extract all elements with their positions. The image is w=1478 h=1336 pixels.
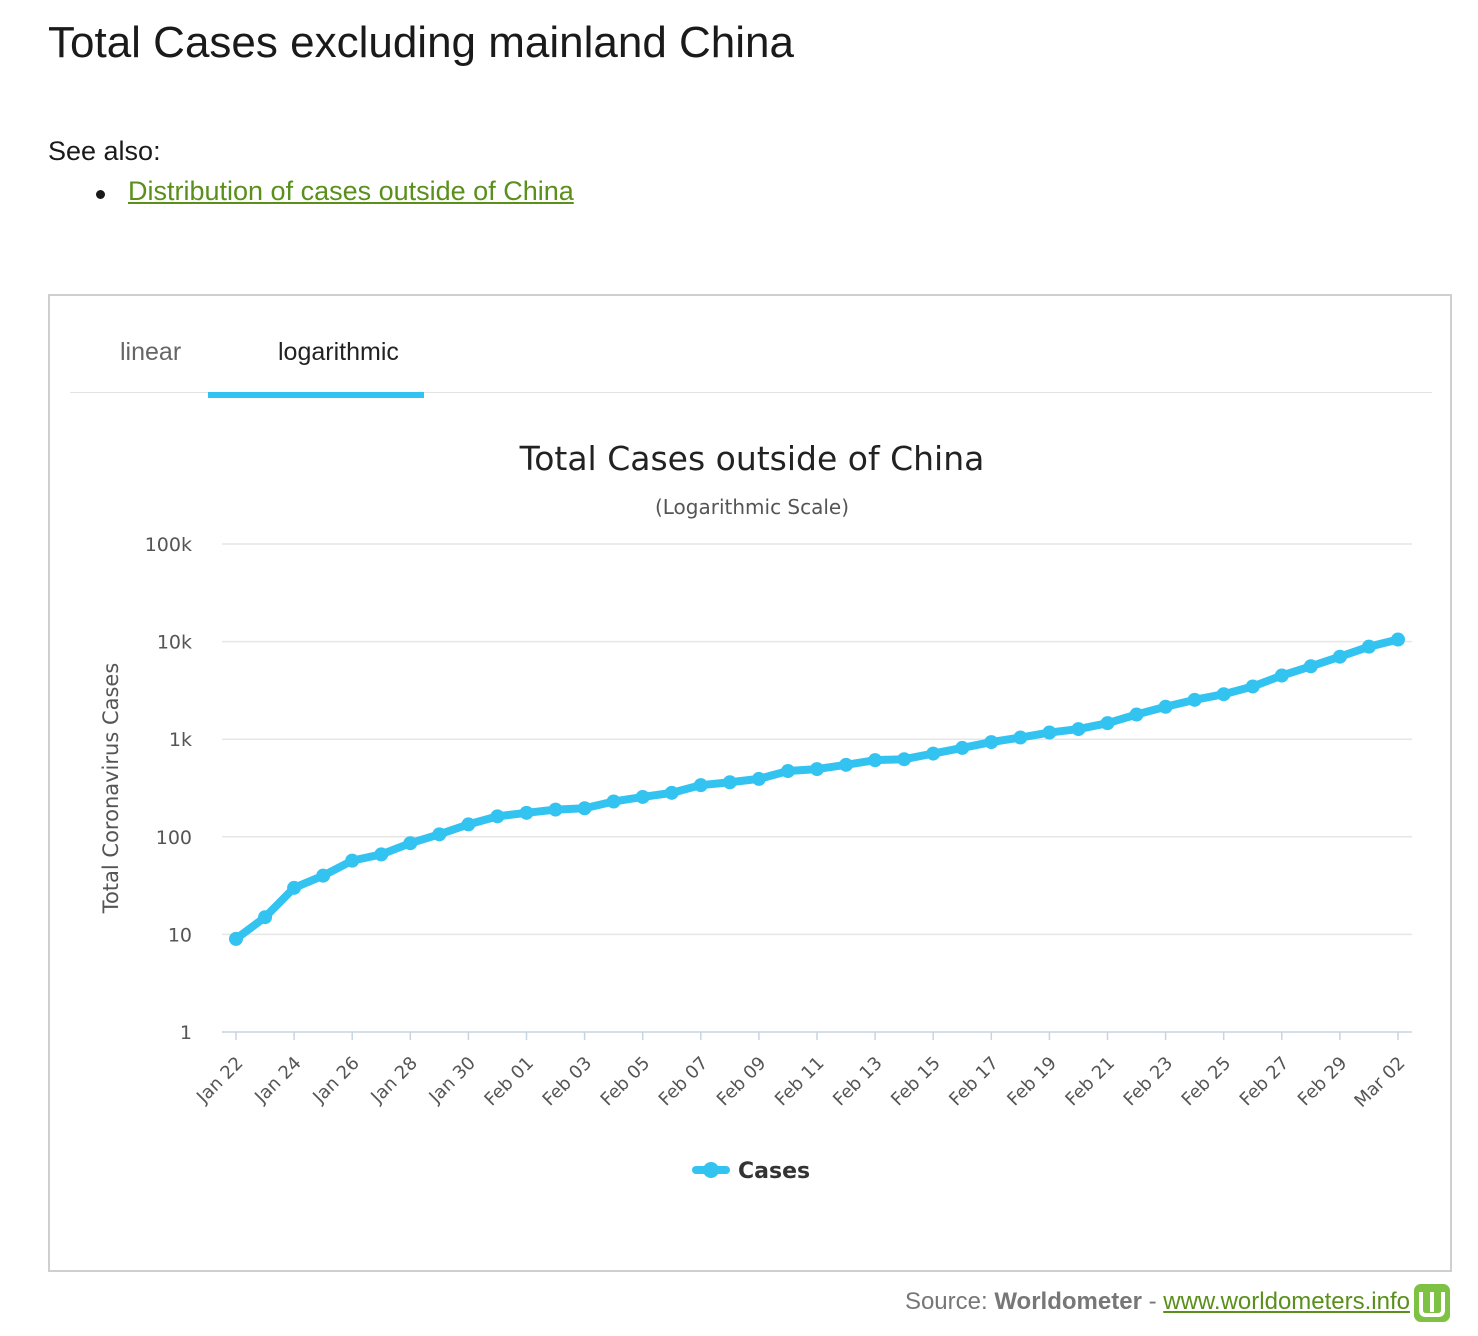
- data-point: [1071, 722, 1086, 737]
- chart-frame: linear logarithmic Total Cases outside o…: [48, 294, 1452, 1272]
- tab-linear[interactable]: linear: [120, 338, 182, 366]
- y-tick-label: 100: [156, 827, 192, 849]
- data-point: [635, 789, 650, 804]
- data-point: [1274, 668, 1289, 683]
- data-point: [577, 801, 592, 816]
- grid-lines: [222, 543, 1412, 1033]
- active-tab-indicator: [208, 392, 424, 398]
- data-point: [897, 752, 912, 767]
- x-tick-label: Jan 22: [192, 1053, 247, 1108]
- legend-label: Cases: [738, 1159, 810, 1184]
- chart-subtitle: (Logarithmic Scale): [655, 495, 849, 519]
- y-axis-title: Total Coronavirus Cases: [99, 663, 123, 915]
- x-tick-label: Feb 11: [771, 1053, 829, 1111]
- x-tick-label: Jan 24: [250, 1053, 305, 1108]
- data-point: [664, 785, 679, 800]
- y-tick-label: 1k: [169, 729, 192, 751]
- data-point: [548, 802, 563, 817]
- data-point: [229, 931, 243, 946]
- x-tick-label: Feb 13: [829, 1053, 887, 1111]
- x-tick-label: Feb 03: [539, 1053, 597, 1111]
- data-point: [751, 771, 766, 786]
- data-point: [1391, 632, 1405, 647]
- chart-title: Total Cases outside of China: [519, 439, 985, 478]
- data-point: [1129, 707, 1144, 722]
- x-tick-label: Feb 17: [945, 1053, 1003, 1111]
- x-axis-ticks: Jan 22 Jan 24 Jan 26 Jan 28 Jan 30 Feb 01 Feb …: [192, 1032, 1410, 1112]
- data-point: [1100, 716, 1115, 731]
- x-tick-label: Jan 28: [366, 1053, 421, 1108]
- tab-logarithmic[interactable]: logarithmic: [278, 338, 399, 366]
- distribution-link[interactable]: Distribution of cases outside of China: [128, 176, 574, 206]
- data-point: [1187, 692, 1202, 707]
- data-point: [316, 868, 331, 883]
- y-tick-label: 10k: [157, 632, 192, 654]
- x-tick-label: Feb 21: [1061, 1053, 1119, 1111]
- data-point: [1332, 649, 1347, 664]
- data-point: [693, 778, 708, 793]
- chart-tabs: linear logarithmic: [70, 296, 1432, 393]
- data-point: [1013, 730, 1028, 745]
- x-tick-label: Feb 25: [1178, 1053, 1236, 1111]
- data-point: [374, 847, 389, 862]
- page-heading: Total Cases excluding mainland China: [48, 18, 794, 67]
- y-tick-label: 10: [168, 924, 192, 946]
- source-credit: Source: Worldometer - www.worldometers.i…: [905, 1288, 1410, 1316]
- legend[interactable]: Cases: [692, 1159, 810, 1184]
- data-point: [1303, 659, 1318, 674]
- legend-marker: [703, 1162, 719, 1178]
- x-tick-label: Feb 09: [713, 1053, 771, 1111]
- x-tick-label: Feb 05: [597, 1053, 655, 1111]
- data-point: [432, 827, 447, 842]
- data-point: [519, 805, 534, 820]
- see-also-item: Distribution of cases outside of China: [96, 176, 574, 207]
- x-tick-label: Feb 19: [1003, 1053, 1061, 1111]
- source-url-link[interactable]: www.worldometers.info: [1163, 1288, 1410, 1315]
- data-point: [258, 910, 273, 925]
- data-point: [1158, 699, 1173, 714]
- series-cases: [229, 632, 1405, 946]
- see-also-list: Distribution of cases outside of China: [96, 176, 574, 207]
- data-point: [868, 753, 883, 768]
- x-tick-label: Feb 23: [1120, 1053, 1178, 1111]
- data-point: [810, 762, 824, 777]
- x-tick-label: Jan 30: [425, 1053, 480, 1108]
- data-point: [403, 836, 418, 851]
- data-point: [780, 764, 795, 779]
- x-tick-label: Feb 01: [480, 1053, 538, 1111]
- data-point: [722, 775, 737, 790]
- source-separator: -: [1148, 1288, 1157, 1315]
- data-point: [490, 809, 505, 824]
- data-point: [984, 735, 999, 750]
- see-also-label: See also:: [48, 136, 161, 166]
- x-tick-label: Mar 02: [1350, 1053, 1409, 1112]
- source-brand: Worldometer: [994, 1288, 1142, 1315]
- data-point: [345, 853, 360, 868]
- x-tick-label: Jan 26: [308, 1053, 363, 1108]
- data-point: [926, 746, 941, 761]
- cases-line-chart: Total Cases outside of China (Logarithmi…: [99, 439, 1412, 1184]
- data-point: [606, 794, 621, 809]
- series-line: [232, 635, 1402, 943]
- data-point: [461, 817, 476, 832]
- data-point: [287, 880, 302, 895]
- worldometer-logo-icon[interactable]: [1414, 1284, 1450, 1322]
- x-tick-label: Feb 29: [1294, 1053, 1352, 1111]
- source-prefix: Source:: [904, 1288, 988, 1315]
- data-point: [839, 757, 854, 772]
- x-tick-label: Feb 07: [655, 1053, 713, 1111]
- y-tick-label: 1: [180, 1022, 192, 1044]
- bullet-icon: [96, 190, 105, 199]
- data-point: [1361, 639, 1376, 654]
- data-point: [955, 740, 970, 755]
- y-axis-ticks: 1 10 100 1k 10k 100k: [145, 534, 192, 1044]
- y-tick-label: 100k: [145, 534, 192, 556]
- data-point: [1245, 679, 1260, 694]
- data-point: [1042, 725, 1057, 740]
- data-point: [1216, 687, 1231, 702]
- x-tick-label: Feb 15: [887, 1053, 945, 1111]
- x-tick-label: Feb 27: [1236, 1053, 1294, 1111]
